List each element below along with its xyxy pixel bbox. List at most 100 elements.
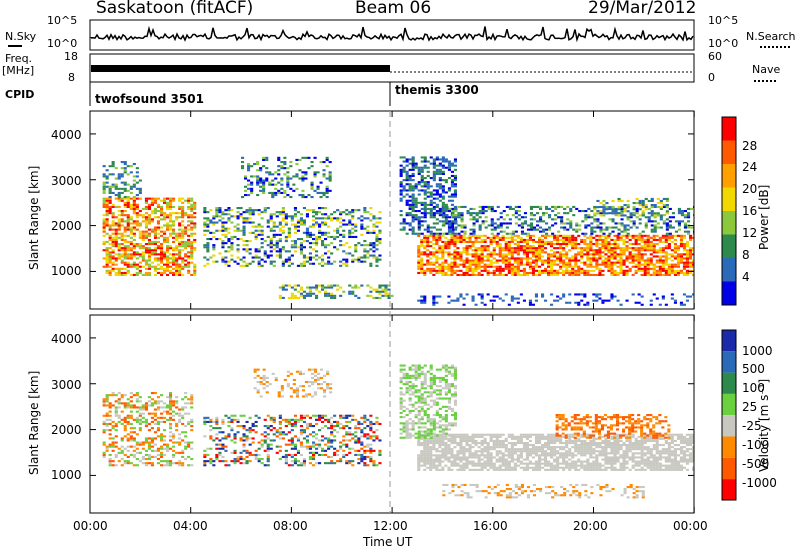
power-cell [619,253,623,256]
power-cell [315,244,319,247]
power-cell [574,240,578,243]
power-cell [553,273,557,276]
power-cell [649,261,653,264]
power-cell [135,245,139,248]
power-cell [646,238,650,241]
power-cell [262,181,266,184]
power-cell [486,293,490,296]
power-cell [272,244,276,247]
power-cell [138,253,142,256]
power-cell [511,214,515,217]
power-cell [528,303,532,306]
power-cell [692,263,694,266]
velocity-cell [221,431,225,434]
power-cell [616,247,620,250]
power-cell [553,269,557,272]
velocity-cell [215,420,219,423]
velocity-cell [135,400,139,403]
power-cell [562,249,566,252]
power-cell [626,206,630,209]
power-cell [166,269,170,272]
power-cell [132,197,136,200]
power-cell [554,207,558,210]
power-cell [281,209,285,212]
power-cell [375,288,379,291]
power-cell [539,230,543,233]
power-cell [462,236,466,239]
power-cell [519,259,523,262]
power-cell [658,238,662,241]
power-cell [357,209,361,212]
power-cell [504,245,508,248]
power-cell [414,205,418,208]
power-cell [665,212,669,215]
power-cell [474,267,478,270]
power-cell [601,238,605,241]
power-cell [632,208,636,211]
power-cell [664,253,668,256]
power-cell [405,170,409,173]
velocity-cell [169,427,173,430]
power-cell [399,170,403,173]
velocity-cell [138,420,142,423]
power-cell [318,229,322,232]
power-cell [453,261,457,264]
power-cell [399,222,403,225]
power-cell [272,260,276,263]
velocity-cell [333,425,337,428]
power-cell [318,290,322,293]
power-cell [423,269,427,272]
power-cell [408,222,412,225]
power-cell [178,224,182,227]
power-cell [670,255,674,258]
velocity-cell [233,418,237,421]
power-cell [438,164,442,167]
power-cell [150,230,154,233]
power-cell [348,229,352,232]
power-cell [659,206,663,209]
power-cell [547,257,551,260]
power-cell [293,231,297,234]
power-cell [138,179,142,182]
power-cell [596,226,600,229]
power-cell [315,240,319,243]
power-cell [483,240,487,243]
velocity-cell [172,414,176,417]
velocity-cell [296,418,300,421]
power-cell [566,212,570,215]
power-cell [120,210,124,213]
power-cell [275,240,279,243]
power-cell [304,173,308,176]
power-cell [593,230,597,233]
power-cell [447,255,451,258]
velocity-cell [175,402,179,405]
power-cell [516,243,520,246]
power-cell [178,269,182,272]
power-cell [169,257,173,260]
velocity-cell [138,400,142,403]
power-cell [460,216,464,219]
power-cell [105,220,109,223]
power-cell [652,273,656,276]
power-cell [399,199,403,202]
power-cell [175,267,179,270]
power-cell [384,286,388,289]
power-cell [516,249,520,252]
power-cell [568,261,572,264]
velocity-cell [172,410,176,413]
power-cell [450,174,454,177]
power-cell [190,234,194,237]
power-cell [619,303,623,306]
power-cell [301,156,305,159]
velocity-cell [305,439,309,442]
power-cell [426,236,430,239]
velocity-cell [284,455,288,458]
power-cell [447,168,451,171]
velocity-cell [357,441,361,444]
velocity-cell [357,420,361,423]
power-cell [617,197,621,200]
power-cell [507,303,511,306]
power-cell [224,242,228,245]
velocity-cell [120,396,124,399]
power-cell [108,255,112,258]
